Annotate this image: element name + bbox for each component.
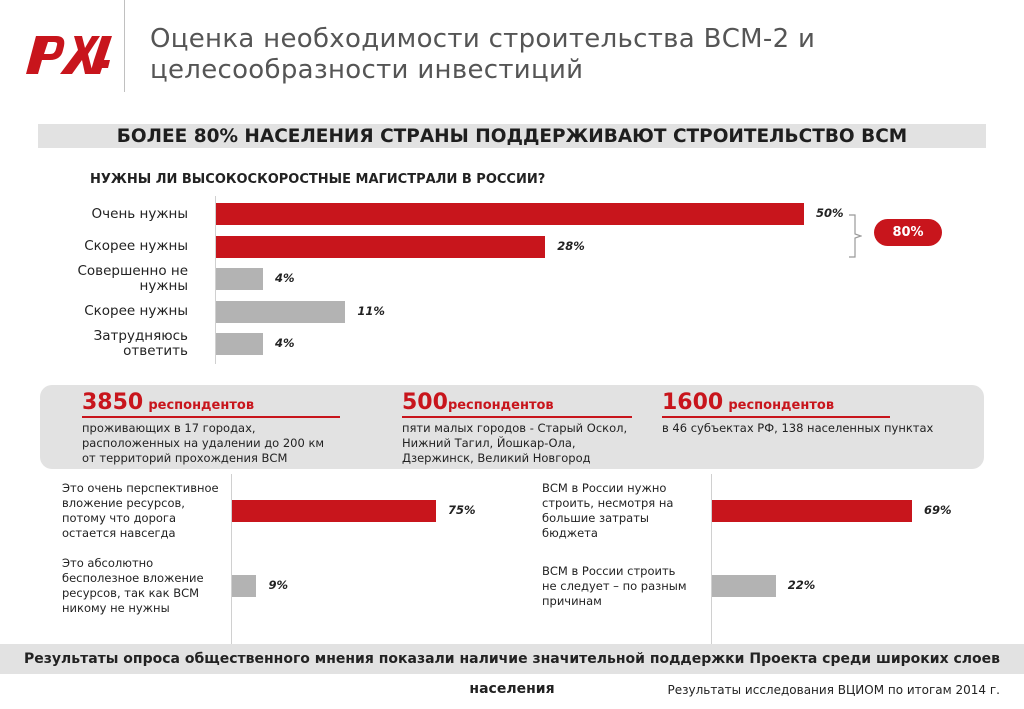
- chart-1-category-label: Скорее нужны: [84, 303, 188, 319]
- chart-1-category-label: Затрудняюсь ответить: [93, 328, 188, 359]
- header-divider: [124, 0, 125, 92]
- conclusion-text: Результаты опроса общественного мнения п…: [23, 651, 1001, 697]
- conclusion-band: [0, 644, 1024, 674]
- headline-banner: [38, 124, 986, 148]
- respondents-panel: [40, 385, 984, 469]
- stat-1-label: респондентов: [148, 398, 255, 413]
- stat-1-desc-line: расположенных на удалении до 200 км: [82, 436, 325, 450]
- stat-3-description: в 46 субъектах РФ, 138 населенных пункта…: [662, 421, 962, 436]
- stat-2-number: 500: [402, 390, 448, 415]
- chart-1-category-label: Скорее нужны: [84, 238, 188, 254]
- stat-2-label: респондентов: [447, 398, 554, 413]
- chart-3-category-label: ВСМ в России нужно строить, несмотря на бо…: [542, 481, 674, 540]
- chart-1-value-label: 4%: [275, 336, 295, 350]
- page-title: Оценка необходимости строительства ВСМ-2…: [150, 24, 815, 86]
- stat-2-desc-line: Нижний Тагил, Йошкар-Ола,: [402, 436, 576, 450]
- chart-1-value-label: 28%: [557, 238, 585, 253]
- chart-1-category-label: Совершенно не нужны: [77, 263, 188, 294]
- chart-2-value-label: 75%: [448, 503, 476, 517]
- stat-1-number: 3850: [82, 390, 144, 415]
- chart-3-category-label: ВСМ в России строить не следует – по разн…: [542, 563, 687, 608]
- chart-1-axis-line: [215, 196, 216, 364]
- stat-2-desc-line: Дзержинск, Великий Новгород: [402, 451, 591, 465]
- stat-block-2: 500респондентов: [402, 390, 554, 415]
- chart-2-bar: [232, 575, 257, 597]
- headline-banner-text: БОЛЕЕ 80% НАСЕЛЕНИЯ СТРАНЫ ПОДДЕРЖИВАЮТ …: [116, 126, 908, 147]
- total-support-badge: 80%: [874, 219, 942, 246]
- stat-2-description: пяти малых городов - Старый Оскол, Нижни…: [402, 421, 652, 466]
- stat-1-description: проживающих в 17 городах, расположенных …: [82, 421, 382, 466]
- chart-1-bar: [216, 333, 264, 355]
- page-title-line-2: целесообразности инвестиций: [150, 55, 584, 85]
- chart-1-bar: [216, 300, 346, 323]
- stat-2-underline: [402, 416, 632, 418]
- stat-3-label: респондентов: [728, 398, 835, 413]
- chart-3-bar: [712, 500, 912, 522]
- chart-3-bar: [712, 575, 776, 597]
- stat-block-1: 3850 респондентов: [82, 390, 254, 415]
- stat-1-desc-line: от территорий прохождения ВСМ: [82, 451, 288, 465]
- page-title-line-1: Оценка необходимости строительства ВСМ-2…: [150, 24, 816, 54]
- chart-2-bar: [232, 500, 436, 522]
- chart-1-category-label: Очень нужны: [91, 205, 188, 222]
- chart-1-value-label: 4%: [275, 271, 295, 285]
- chart-1-bar: [216, 203, 804, 225]
- stat-3-desc-line: в 46 субъектах РФ, 138 населенных пункта…: [662, 421, 934, 435]
- stat-block-3: 1600 респондентов: [662, 390, 834, 415]
- chart-1-value-label: 11%: [357, 303, 385, 318]
- source-note: Результаты исследования ВЦИОМ по итогам …: [667, 683, 1000, 697]
- stat-1-desc-line: проживающих в 17 городах,: [82, 421, 256, 435]
- rzd-logo: [26, 36, 112, 74]
- chart-2-axis-line: [231, 474, 232, 644]
- chart-3-axis-line: [711, 474, 712, 644]
- chart-1-title: НУЖНЫ ЛИ ВЫСОКОСКОРОСТНЫЕ МАГИСТРАЛИ В Р…: [90, 172, 546, 187]
- chart-2-category-label: Это очень перспективное вложение ресурсов…: [62, 481, 219, 540]
- chart-3-value-label: 22%: [787, 578, 816, 592]
- chart-2-value-label: 9%: [268, 578, 288, 592]
- chart-1-value-label: 50%: [816, 206, 844, 220]
- stat-1-underline: [82, 416, 340, 418]
- chart-1-bar: [216, 235, 546, 258]
- stat-3-underline: [662, 416, 890, 418]
- stat-2-desc-line: пяти малых городов - Старый Оскол,: [402, 421, 628, 435]
- bracket-icon: [849, 214, 862, 258]
- stat-3-number: 1600: [662, 390, 724, 415]
- chart-1-bar: [216, 268, 264, 290]
- chart-3-value-label: 69%: [924, 503, 952, 517]
- chart-2-category-label: Это абсолютно бесполезное вложение ресурсо…: [62, 556, 204, 615]
